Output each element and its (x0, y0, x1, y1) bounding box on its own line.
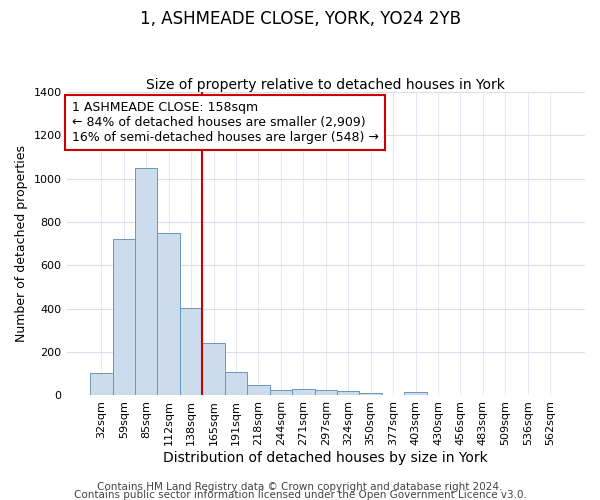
Y-axis label: Number of detached properties: Number of detached properties (15, 145, 28, 342)
Bar (314, 390, 337, 396)
Bar (247, 384, 269, 396)
Bar (180, 308, 202, 396)
Bar (90, 372, 113, 396)
Bar (225, 372, 247, 396)
Bar (202, 344, 225, 396)
Title: Size of property relative to detached houses in York: Size of property relative to detached ho… (146, 78, 505, 92)
Bar (359, 394, 382, 396)
Text: 1 ASHMEADE CLOSE: 158sqm
← 84% of detached houses are smaller (2,909)
16% of sem: 1 ASHMEADE CLOSE: 158sqm ← 84% of detach… (72, 101, 379, 144)
Bar (157, 233, 180, 396)
X-axis label: Distribution of detached houses by size in York: Distribution of detached houses by size … (163, 451, 488, 465)
Text: Contains public sector information licensed under the Open Government Licence v3: Contains public sector information licen… (74, 490, 526, 500)
Bar (113, 240, 135, 396)
Bar (269, 390, 292, 396)
Bar (135, 168, 157, 396)
Bar (404, 392, 427, 396)
Bar (337, 391, 359, 396)
Text: 1, ASHMEADE CLOSE, YORK, YO24 2YB: 1, ASHMEADE CLOSE, YORK, YO24 2YB (139, 10, 461, 28)
Bar (292, 389, 314, 396)
Text: Contains HM Land Registry data © Crown copyright and database right 2024.: Contains HM Land Registry data © Crown c… (97, 482, 503, 492)
